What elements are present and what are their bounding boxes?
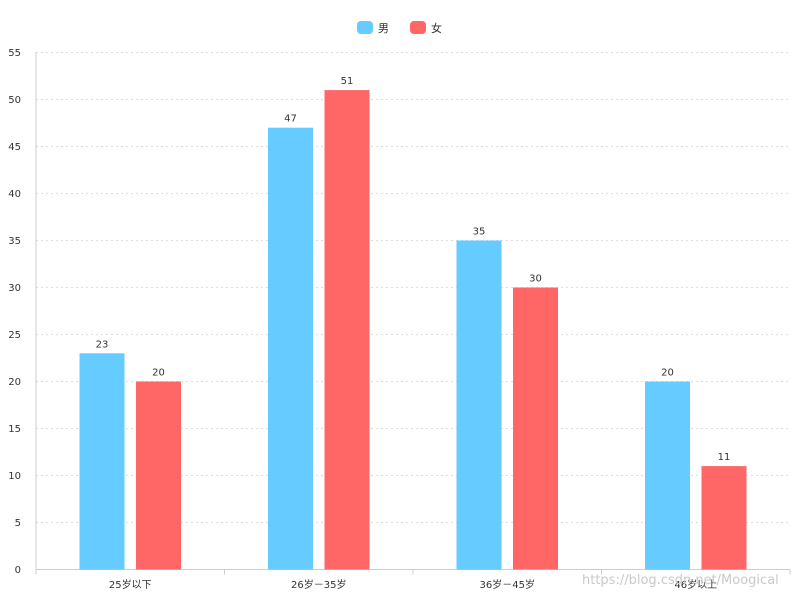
legend-swatch[interactable]	[357, 21, 373, 34]
bar-value-label: 20	[152, 368, 165, 379]
y-tick-label: 20	[8, 377, 21, 388]
bar[interactable]	[456, 240, 502, 570]
x-tick-label: 46岁以上	[674, 578, 717, 591]
y-tick-label: 5	[15, 518, 21, 529]
y-tick-label: 50	[8, 95, 21, 106]
bar-value-label: 23	[96, 339, 109, 350]
y-tick-label: 55	[8, 48, 21, 59]
bar[interactable]	[79, 353, 125, 570]
watermark: https://blog.csdn.net/Moogical	[582, 573, 779, 588]
bar[interactable]	[645, 381, 690, 570]
bar-value-label: 35	[473, 227, 486, 238]
y-tick-label: 10	[8, 471, 21, 482]
bar-value-label: 30	[529, 274, 542, 285]
x-axis-ticks: 25岁以下 26岁－35岁 36岁－45岁 46岁以上	[35, 569, 791, 591]
y-tick-label: 30	[8, 283, 21, 294]
x-tick-label: 36岁－45岁	[480, 578, 535, 591]
legend-label[interactable]: 女	[431, 21, 442, 35]
x-tick-label: 26岁－35岁	[291, 578, 346, 591]
legend-swatch[interactable]	[410, 21, 426, 34]
y-tick-label: 15	[8, 424, 21, 435]
bars: 23 20 47 51 35 30 20 11	[79, 76, 747, 570]
bar-value-label: 11	[718, 452, 731, 463]
legend[interactable]: 男女	[357, 21, 442, 35]
y-axis-ticks: 0 5 10 15 20 25 30 35 40 45 50 55	[8, 48, 21, 576]
bar-value-label: 51	[341, 76, 354, 87]
legend-label[interactable]: 男	[378, 22, 389, 35]
bar-value-label: 20	[661, 368, 674, 379]
bar[interactable]	[701, 466, 747, 570]
y-tick-label: 45	[8, 142, 21, 153]
bar[interactable]	[136, 381, 181, 570]
bar-value-label: 47	[284, 114, 297, 125]
bar[interactable]	[268, 127, 313, 570]
y-tick-label: 25	[8, 330, 21, 341]
y-tick-label: 35	[8, 236, 21, 247]
bar[interactable]	[513, 287, 558, 570]
y-tick-label: 0	[15, 565, 21, 576]
x-tick-label: 25岁以下	[109, 578, 152, 591]
bar[interactable]	[324, 90, 370, 570]
y-tick-label: 40	[8, 189, 21, 200]
